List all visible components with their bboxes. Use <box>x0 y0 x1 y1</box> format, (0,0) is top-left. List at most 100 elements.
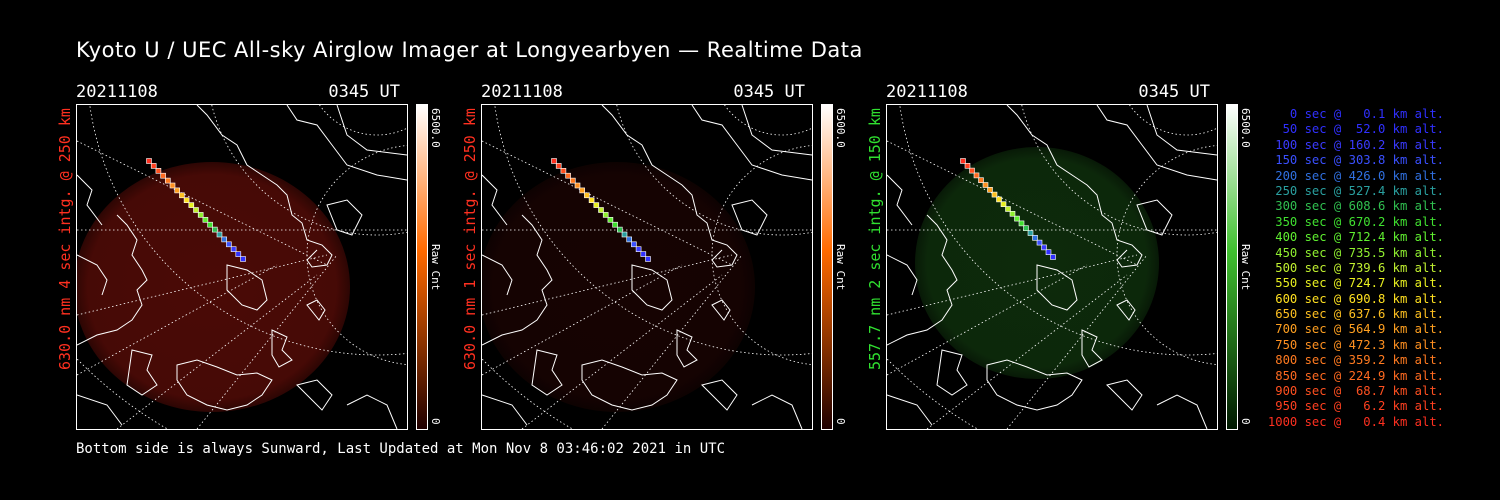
coastline <box>77 214 148 346</box>
trajectory-marker <box>996 196 1002 203</box>
trajectory-marker <box>598 207 604 213</box>
trajectory-marker <box>1036 239 1043 246</box>
legend-entry: 1000 sec @ 0.4 km alt. <box>1267 414 1444 429</box>
coastline <box>887 174 913 226</box>
coastline <box>1036 264 1078 311</box>
coastline <box>1116 299 1136 321</box>
map-canvas <box>887 105 1217 429</box>
trajectory-marker <box>555 163 562 169</box>
coastline <box>691 105 812 181</box>
coastline <box>126 349 158 396</box>
trajectory-marker <box>197 212 204 218</box>
coastline <box>1096 105 1217 181</box>
trajectory-marker <box>574 182 581 189</box>
colorbar-min: 0 <box>1239 418 1252 425</box>
trajectory-legend: 0 sec @ 0.1 km alt. 50 sec @ 52.0 km alt.… <box>1268 107 1444 430</box>
coastline <box>601 105 738 268</box>
legend-entry: 600 sec @ 690.8 km alt. <box>1275 291 1444 306</box>
legend-entry: 400 sec @ 712.4 km alt. <box>1275 230 1444 245</box>
trajectory-marker <box>978 177 984 183</box>
trajectory-marker <box>216 231 223 238</box>
trajectory-marker <box>991 191 998 198</box>
coastline <box>986 359 1083 411</box>
colorbar <box>1226 104 1238 430</box>
coastline <box>482 254 513 296</box>
panel-ylabel: 557.7 nm 2 sec intg. @ 150 km <box>866 108 884 370</box>
legend-entry: 450 sec @ 735.5 km alt. <box>1275 245 1444 260</box>
coastline <box>887 394 933 426</box>
trajectory-marker <box>607 217 614 223</box>
footer-note: Bottom side is always Sunward, Last Upda… <box>76 441 726 457</box>
imager-panel-1: 20211108 0345 UT 6500.0 Raw Cnt 0 <box>76 80 496 440</box>
coastline <box>631 264 673 311</box>
trajectory-marker <box>226 241 232 248</box>
trajectory-marker <box>165 177 171 184</box>
trajectory-marker <box>207 221 213 228</box>
coastline <box>296 379 333 411</box>
legend-entry: 300 sec @ 608.6 km alt. <box>1275 199 1444 214</box>
panel-ylabel: 630.0 nm 4 sec intg. @ 250 km <box>56 108 74 370</box>
map-canvas <box>77 105 407 429</box>
panel-date: 20211108 <box>76 82 158 102</box>
coastline <box>711 299 731 321</box>
legend-entry: 150 sec @ 303.8 km alt. <box>1275 153 1444 168</box>
trajectory-marker <box>1041 244 1047 251</box>
legend-entry: 900 sec @ 68.7 km alt. <box>1275 384 1444 399</box>
coastline <box>731 199 768 236</box>
trajectory-marker <box>146 158 152 164</box>
coastline <box>581 359 678 411</box>
trajectory-marker <box>588 197 595 203</box>
coastline <box>336 105 407 156</box>
legend-entry: 100 sec @ 160.2 km alt. <box>1275 137 1444 152</box>
trajectory-marker <box>183 197 190 203</box>
trajectory-marker <box>602 212 609 218</box>
trajectory-marker <box>155 167 162 174</box>
grid-line <box>77 254 328 316</box>
colorbar-min: 0 <box>834 418 847 425</box>
airglow-disk <box>77 162 350 412</box>
coastline <box>482 174 508 226</box>
legend-entry: 50 sec @ 52.0 km alt. <box>1282 122 1444 137</box>
coastline <box>346 394 398 429</box>
colorbar-unit: Raw Cnt <box>1239 244 1252 291</box>
grid-line <box>77 140 328 266</box>
colorbar-max: 6500.0 <box>1239 108 1252 148</box>
trajectory-marker <box>1009 211 1016 217</box>
trajectory-marker <box>1045 249 1052 255</box>
trajectory-marker <box>964 162 971 169</box>
legend-entry: 750 sec @ 472.3 km alt. <box>1275 337 1444 352</box>
coastline <box>271 329 293 368</box>
trajectory-marker <box>188 202 195 208</box>
colorbar-unit: Raw Cnt <box>834 244 847 291</box>
coastline <box>77 174 103 226</box>
trajectory-marker <box>169 182 176 189</box>
trajectory-marker <box>1023 225 1029 231</box>
coastline <box>286 105 407 181</box>
legend-entry: 950 sec @ 6.2 km alt. <box>1275 399 1444 414</box>
trajectory-marker <box>1032 235 1038 241</box>
grid-circle <box>1129 105 1217 136</box>
legend-entry: 200 sec @ 426.0 km alt. <box>1275 168 1444 183</box>
coastline <box>226 264 268 311</box>
coastline <box>482 394 528 426</box>
colorbar-min: 0 <box>429 418 442 425</box>
coastline <box>196 105 333 268</box>
coastline <box>676 329 698 368</box>
trajectory-marker <box>631 241 637 248</box>
colorbar-max: 6500.0 <box>834 108 847 148</box>
page-title: Kyoto U / UEC All-sky Airglow Imager at … <box>76 38 863 62</box>
coastline <box>887 254 918 296</box>
trajectory-marker <box>235 251 242 257</box>
legend-entry: 800 sec @ 359.2 km alt. <box>1275 353 1444 368</box>
allsky-image <box>481 104 813 430</box>
coastline <box>701 379 738 411</box>
trajectory-marker <box>1000 201 1007 207</box>
trajectory-marker <box>212 226 218 233</box>
trajectory-marker <box>1018 220 1025 227</box>
legend-entry: 550 sec @ 724.7 km alt. <box>1275 276 1444 291</box>
coastline <box>1156 394 1208 429</box>
legend-entry: 500 sec @ 739.6 km alt. <box>1275 260 1444 275</box>
trajectory-marker <box>593 202 600 208</box>
legend-entry: 250 sec @ 527.4 km alt. <box>1275 183 1444 198</box>
trajectory-marker <box>1014 215 1020 222</box>
